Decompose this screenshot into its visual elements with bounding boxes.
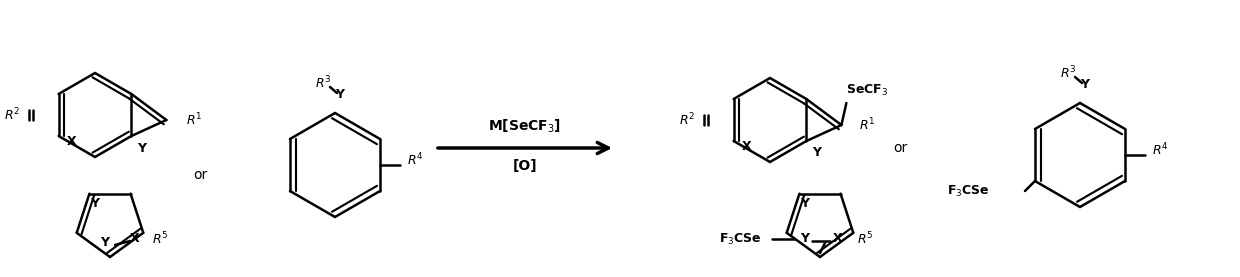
Text: M[SeCF$_3$]: M[SeCF$_3$] — [489, 117, 562, 135]
Text: $R^5$: $R^5$ — [857, 231, 873, 247]
Text: Y: Y — [91, 197, 99, 210]
Text: X: X — [130, 232, 140, 245]
Text: $R^1$: $R^1$ — [859, 117, 875, 133]
Text: Y: Y — [812, 147, 821, 160]
Text: $R^3$: $R^3$ — [315, 75, 331, 91]
Text: Y: Y — [100, 237, 109, 250]
Text: $R^3$: $R^3$ — [1060, 65, 1076, 81]
Text: $R^4$: $R^4$ — [407, 152, 423, 168]
Text: Y: Y — [801, 232, 810, 245]
Text: Y: Y — [800, 197, 808, 210]
Text: $R^2$: $R^2$ — [680, 112, 696, 128]
Text: F$_3$CSe: F$_3$CSe — [947, 183, 990, 199]
Text: X: X — [833, 232, 843, 245]
Text: Y: Y — [336, 88, 345, 101]
Text: $R^4$: $R^4$ — [1152, 142, 1168, 158]
Text: X: X — [67, 135, 77, 148]
Text: SeCF$_3$: SeCF$_3$ — [847, 83, 889, 98]
Text: or: or — [893, 141, 908, 155]
Text: $R^2$: $R^2$ — [5, 107, 21, 123]
Text: $R^1$: $R^1$ — [186, 112, 202, 128]
Text: or: or — [193, 168, 207, 182]
Text: Y: Y — [136, 142, 146, 155]
Text: F$_3$CSe: F$_3$CSe — [719, 232, 761, 247]
Text: X: X — [742, 140, 751, 153]
Text: Y: Y — [1080, 78, 1090, 91]
Text: $R^5$: $R^5$ — [151, 231, 169, 247]
Text: [O]: [O] — [512, 159, 537, 173]
